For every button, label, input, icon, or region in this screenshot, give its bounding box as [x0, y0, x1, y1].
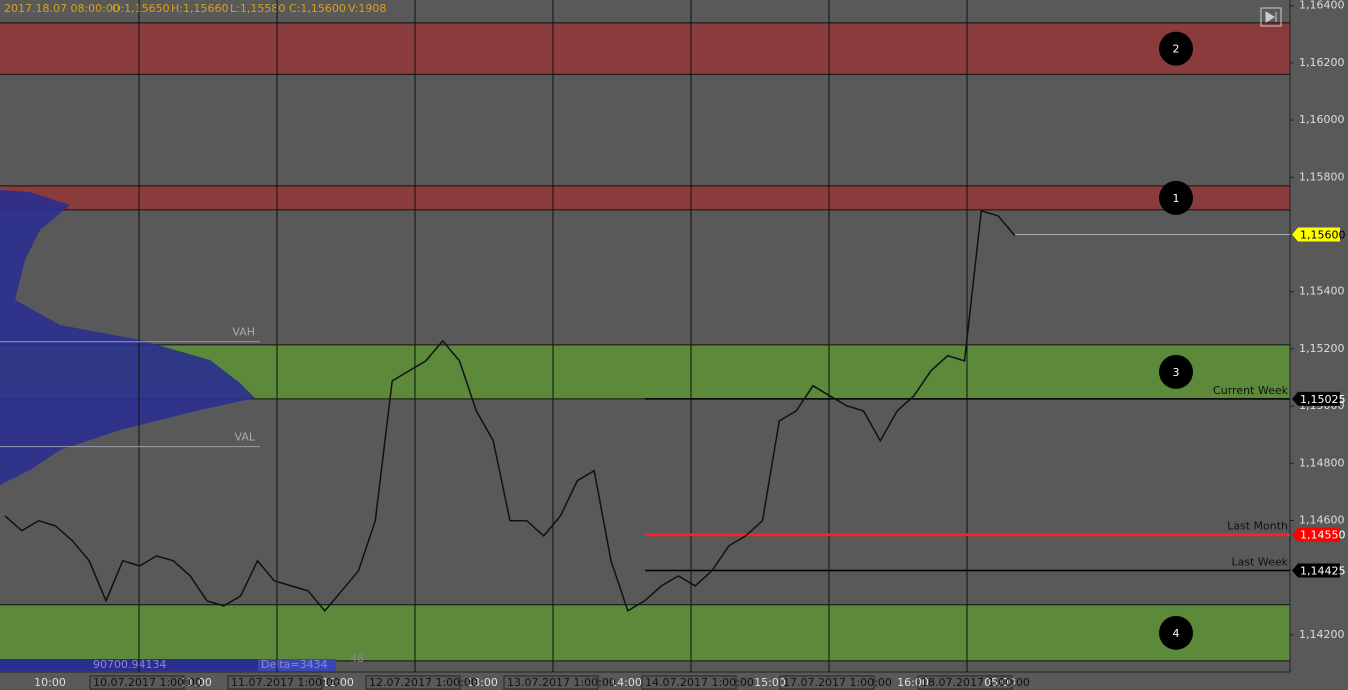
- date-label: 11.07.2017 1:00:00: [231, 676, 340, 689]
- level-label: Last Week: [1231, 555, 1288, 568]
- date-box: [89, 675, 185, 690]
- zone-badge: [1159, 354, 1193, 389]
- header-low: L:1,15580: [230, 2, 285, 15]
- header-close: C:1,15600: [289, 2, 346, 15]
- x-tick-label: 16:00: [897, 676, 929, 689]
- footer-count: 48: [350, 652, 364, 665]
- date-label: 13.07.2017 1:00:00: [507, 676, 616, 689]
- footer-volume: 90700.94134: [93, 658, 166, 671]
- footer-delta: Delta=3434: [261, 658, 328, 671]
- price-tag: [1292, 527, 1340, 542]
- zone-number: 2: [1173, 43, 1180, 56]
- header-open: O:1,15650: [112, 2, 170, 15]
- x-tick-label: 14:00: [610, 676, 642, 689]
- price-tag-label: 1,15600: [1300, 228, 1346, 241]
- date-label: 14.07.2017 1:00:00: [645, 676, 754, 689]
- date-box: [503, 675, 599, 690]
- header-high: H:1,15660: [171, 2, 228, 15]
- y-tick-label: 1,15200: [1299, 342, 1345, 355]
- y-tick-label: 1,14800: [1299, 456, 1345, 469]
- x-tick-label: 12:00: [322, 676, 354, 689]
- zone: [0, 185, 1290, 210]
- volume-profile: [0, 190, 255, 485]
- price-tag: [1292, 563, 1340, 578]
- date-box: [227, 675, 323, 690]
- header-volume: V:1908: [348, 2, 386, 15]
- zone-number: 4: [1173, 627, 1180, 640]
- date-box: [641, 675, 737, 690]
- x-tick-label: 13:00: [466, 676, 498, 689]
- profile-level-label: VAH: [232, 326, 255, 339]
- profile-level-label: VAL: [235, 431, 256, 444]
- y-tick-label: 1,16200: [1299, 56, 1345, 69]
- ohlc-header: 2017.18.07 08:00:00 O:1,15650 H:1,15660 …: [4, 2, 386, 15]
- zone-number: 3: [1173, 366, 1180, 379]
- scroll-end-icon: [1265, 11, 1277, 23]
- level-label: Last Month: [1227, 520, 1288, 533]
- date-label: 12.07.2017 1:00:00: [369, 676, 478, 689]
- price-tag-label: 1,14550: [1300, 529, 1346, 542]
- date-box: [365, 675, 461, 690]
- date-label: 10.07.2017 1:00:00: [93, 676, 202, 689]
- price-tag-label: 1,14425: [1300, 564, 1346, 577]
- volume-box: [0, 659, 260, 671]
- x-tick-label: 05:00: [984, 676, 1016, 689]
- y-tick-label: 1,14200: [1299, 628, 1345, 641]
- zone: [0, 604, 1290, 661]
- zone-badge: [1159, 31, 1193, 66]
- y-tick-label: 1,14600: [1299, 513, 1345, 526]
- zone-number: 1: [1173, 192, 1180, 205]
- price-line: [4, 209, 1016, 612]
- zone-badge: [1159, 615, 1193, 650]
- y-tick-label: 1,16000: [1299, 113, 1345, 126]
- price-tag-label: 1,15025: [1300, 393, 1346, 406]
- y-tick-label: 1,16400: [1299, 0, 1345, 12]
- x-tick-label: 10:00: [34, 676, 66, 689]
- zone: [0, 22, 1290, 75]
- y-tick-label: 1,15400: [1299, 285, 1345, 298]
- x-tick-label: 15:00: [754, 676, 786, 689]
- level-label: Current Week: [1213, 384, 1289, 397]
- y-tick-label: 1,15800: [1299, 170, 1345, 183]
- date-box: [779, 675, 875, 690]
- x-tick-label: 11:00: [180, 676, 212, 689]
- date-label: 17.07.2017 1:00:00: [783, 676, 892, 689]
- scroll-end-button[interactable]: [1260, 7, 1282, 27]
- price-tag: [1292, 227, 1340, 242]
- header-datetime: 2017.18.07 08:00:00: [4, 2, 120, 15]
- date-label: 18.07.2017 1:00:00: [921, 676, 1030, 689]
- date-box: [917, 675, 1013, 690]
- zone-badge: [1159, 180, 1193, 215]
- price-tag: [1292, 391, 1340, 406]
